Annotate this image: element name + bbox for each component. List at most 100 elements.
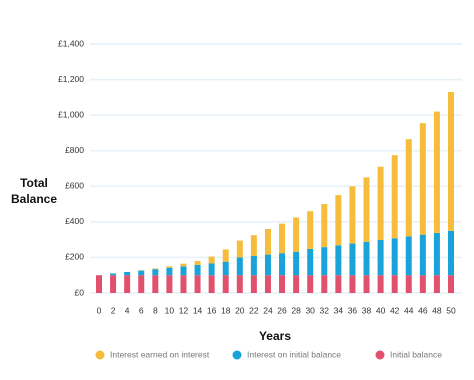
bar-segment — [363, 241, 370, 276]
bar-segment — [250, 275, 257, 293]
bar-segment — [208, 275, 215, 293]
bar-segment — [433, 111, 440, 233]
bar-segment — [433, 275, 440, 293]
x-tick-label: 20 — [235, 305, 245, 315]
bar-segment — [110, 275, 117, 293]
bar-segment — [222, 275, 229, 293]
bar-segment — [194, 264, 201, 276]
x-axis-title: Years — [259, 329, 291, 343]
bar-segment — [433, 232, 440, 276]
bar-segment — [377, 166, 384, 240]
bar-segment — [166, 267, 173, 276]
y-tick-label: £1,000 — [58, 109, 84, 119]
bar-segment — [152, 269, 159, 276]
x-tick-label: 2 — [111, 305, 116, 315]
bar-segment — [391, 155, 398, 239]
y-tick-label: £0 — [75, 287, 85, 297]
bar-segment — [419, 275, 426, 293]
bar-segment — [419, 234, 426, 276]
bar-segment — [405, 236, 412, 276]
bar-segment — [250, 235, 257, 257]
bar-segment — [166, 266, 173, 268]
bar-segment — [391, 275, 398, 293]
bar-segment — [293, 251, 300, 276]
bar-segment — [405, 139, 412, 237]
bar-segment — [236, 240, 243, 258]
x-tick-label: 28 — [291, 305, 301, 315]
bar-segment — [264, 228, 271, 255]
bar-segment — [236, 275, 243, 293]
bar-segment — [236, 257, 243, 276]
x-tick-label: 34 — [334, 305, 344, 315]
legend-label: Interest earned on interest — [110, 349, 210, 359]
bar-segment — [377, 275, 384, 293]
bar-segment — [194, 260, 201, 265]
x-tick-label: 32 — [320, 305, 330, 315]
bar-segment — [349, 186, 356, 244]
y-tick-label: £800 — [65, 145, 84, 155]
y-tick-label: £1,400 — [58, 38, 84, 48]
bar-segment — [264, 254, 271, 276]
x-tick-label: 22 — [249, 305, 259, 315]
y-tick-label: £200 — [65, 252, 84, 262]
bar-segment — [321, 204, 328, 248]
legend-label: Initial balance — [390, 349, 442, 359]
bar-segment — [250, 256, 257, 276]
x-tick-label: 6 — [139, 305, 144, 315]
bar-segment — [166, 275, 173, 293]
bar-segment — [110, 273, 117, 276]
bar-segment — [391, 238, 398, 276]
y-tick-label: £1,200 — [58, 74, 84, 84]
x-tick-label: 26 — [277, 305, 287, 315]
bar-segment — [335, 245, 342, 276]
bar-segment — [180, 275, 187, 293]
bar-segment — [321, 247, 328, 276]
y-tick-label: £400 — [65, 216, 84, 226]
bar-segment — [405, 275, 412, 293]
bar-segment — [180, 266, 187, 276]
x-tick-label: 0 — [97, 305, 102, 315]
bar-segment — [419, 123, 426, 235]
x-tick-label: 46 — [418, 305, 428, 315]
x-tick-label: 16 — [207, 305, 217, 315]
bar-segment — [448, 230, 454, 276]
x-tick-label: 12 — [179, 305, 189, 315]
x-tick-label: 10 — [165, 305, 175, 315]
bar-segment — [222, 261, 229, 276]
x-tick-label: 40 — [376, 305, 386, 315]
bar-segment — [335, 275, 342, 293]
bar-segment — [335, 195, 342, 246]
bar-segment — [264, 275, 271, 293]
legend-label: Interest on initial balance — [247, 349, 341, 359]
bar-segment — [208, 263, 215, 276]
legend-marker — [375, 350, 385, 360]
bar-segment — [194, 275, 201, 293]
bar-segment — [138, 275, 145, 293]
bar-segment — [138, 270, 145, 276]
x-tick-label: 48 — [432, 305, 442, 315]
bar-segment — [349, 275, 356, 293]
bar-segment — [152, 275, 159, 293]
x-tick-label: 38 — [362, 305, 372, 315]
x-tick-label: 36 — [348, 305, 358, 315]
bar-segment — [307, 248, 314, 276]
x-tick-label: 4 — [125, 305, 130, 315]
bar-segment — [293, 217, 300, 252]
x-tick-label: 18 — [221, 305, 231, 315]
bar-segment — [96, 275, 102, 293]
legend-marker — [232, 350, 242, 360]
x-tick-label: 30 — [305, 305, 315, 315]
bar-segment — [307, 275, 314, 293]
bar-segment — [279, 223, 286, 254]
bar-segment — [279, 275, 286, 293]
bar-segment — [321, 275, 328, 293]
x-tick-label: 42 — [390, 305, 400, 315]
bar-segment — [222, 249, 229, 262]
bar-segment — [124, 272, 131, 276]
bar-segment — [448, 275, 454, 293]
bar-segment — [307, 211, 314, 249]
bar-segment — [124, 275, 131, 293]
bar-segment — [293, 275, 300, 293]
